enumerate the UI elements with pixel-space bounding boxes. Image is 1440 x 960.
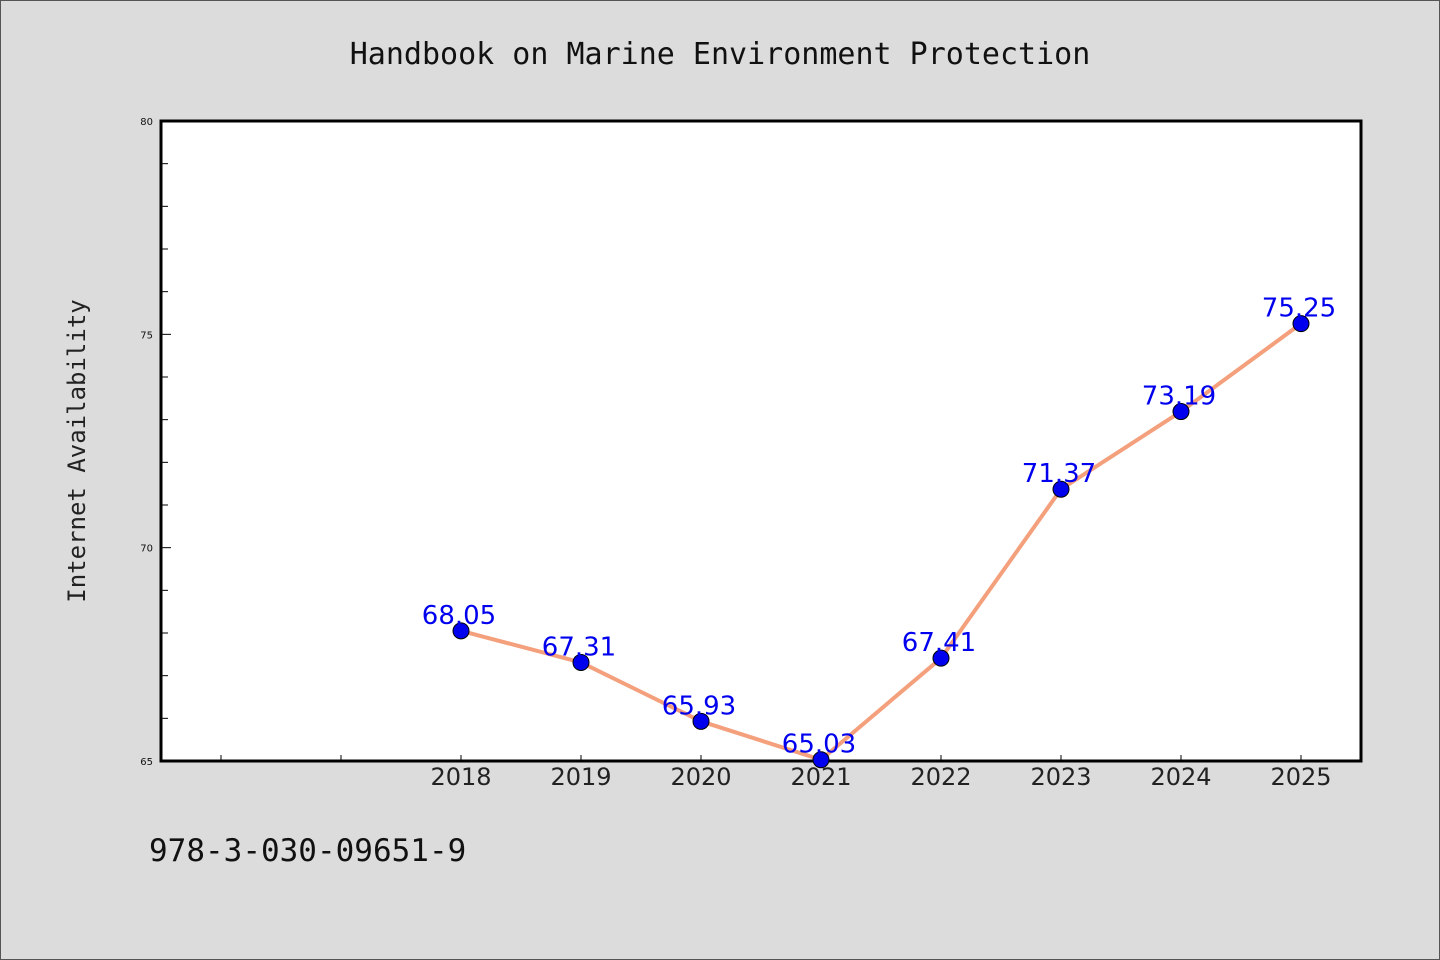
x-tick-label: 2018 [430,763,491,791]
x-tick-label: 2024 [1150,763,1211,791]
data-label: 73.19 [1142,382,1216,412]
y-tick-label: 80 [140,117,153,128]
data-label: 68.05 [422,601,496,631]
x-tick-label: 2019 [550,763,611,791]
series-line [459,321,1303,762]
chart-title: Handbook on Marine Environment Protectio… [350,37,1091,72]
plot-area [159,119,1363,763]
data-label: 71.37 [1022,459,1096,489]
y-axis-label: Internet Availability [63,299,91,602]
x-tick-label: 2025 [1270,763,1331,791]
data-label: 67.41 [902,628,976,658]
y-tick-label: 70 [140,544,153,555]
data-label: 65.93 [662,691,736,721]
data-point [1292,315,1310,333]
data-point [452,622,470,640]
data-point [692,712,710,730]
y-tick-label: 75 [140,330,153,341]
data-point [932,649,950,667]
data-label: 75.25 [1262,294,1336,324]
data-point [572,653,590,671]
data-label: 67.31 [542,632,616,662]
data-point [1172,403,1190,421]
data-point [812,751,830,769]
data-label: 65.03 [782,730,856,760]
x-tick-label: 2022 [910,763,971,791]
isbn-text: 978-3-030-09651-9 [149,833,467,869]
x-tick-label: 2023 [1030,763,1091,791]
data-point [1052,480,1070,498]
y-tick-label: 65 [140,757,153,768]
x-tick-label: 2020 [670,763,731,791]
